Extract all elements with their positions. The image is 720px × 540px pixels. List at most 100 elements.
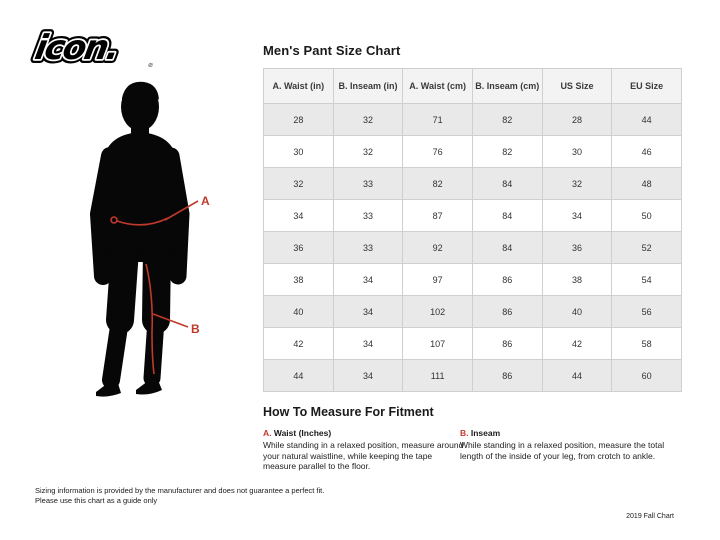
inseam-label-prefix: B. [460,428,469,438]
inseam-measure-label: B. Inseam [460,428,684,438]
size-cell: 84 [471,199,543,232]
size-cell: 38 [541,263,613,296]
size-table-container: A. Waist (in) B. Inseam (in) A. Waist (cm)… [263,68,682,392]
size-cell: 46 [611,135,682,168]
waist-measure-instructions: While standing in a relaxed position, me… [263,440,464,471]
size-cell: 102 [402,295,473,328]
table-row: 44 34 111 86 44 60 [263,359,682,392]
size-table-header: A. Waist (in) B. Inseam (in) A. Waist (cm)… [263,68,682,104]
measure-item-waist: A. Waist (Inches) While standing in a re… [263,428,465,472]
icon-logo: icon. icon. ® [26,22,176,75]
size-cell: 32 [332,103,404,136]
size-cell: 38 [263,263,334,296]
size-cell: 34 [541,199,613,232]
man-silhouette [90,81,190,397]
table-row: 30 32 76 82 30 46 [263,135,682,168]
table-row: 28 32 71 82 28 44 [263,103,682,136]
column-header: A. Waist (cm) [402,68,473,104]
size-cell: 30 [263,135,334,168]
measure-item-inseam: B. Inseam While standing in a relaxed po… [460,428,684,461]
size-cell: 76 [402,135,473,168]
table-row: 40 34 102 86 40 56 [263,295,682,328]
size-cell: 87 [402,199,473,232]
waist-label-a: A [201,194,210,208]
table-row: 42 34 107 86 42 58 [263,327,682,360]
size-cell: 58 [611,327,682,360]
size-cell: 32 [332,135,404,168]
size-cell: 52 [611,231,682,264]
size-cell: 34 [332,359,404,392]
size-cell: 30 [541,135,613,168]
waist-measure-line [110,200,199,226]
size-cell: 34 [332,263,404,296]
size-cell: 86 [471,263,543,296]
size-cell: 44 [611,103,682,136]
table-row: 34 33 87 84 34 50 [263,199,682,232]
size-cell: 71 [402,103,473,136]
size-cell: 40 [541,295,613,328]
size-cell: 33 [332,199,404,232]
size-cell: 36 [263,231,334,264]
column-header: B. Inseam (in) [332,68,404,104]
icon-logo-graphic: icon. icon. ® [28,24,154,72]
registered-trademark: ® [148,62,154,69]
waist-label-prefix: A. [263,428,272,438]
size-cell: 40 [263,295,334,328]
size-table-body: 28 32 71 82 28 44 30 32 76 82 30 46 32 33 82 84 32 48 34 33… [263,103,682,392]
inseam-label-text: Inseam [470,428,501,438]
size-cell: 33 [332,167,404,200]
inseam-measure-instructions: While standing in a relaxed position, me… [460,440,665,461]
logo-wordmark: icon. [32,28,121,68]
size-cell: 82 [471,135,543,168]
measurement-figure: A B [52,72,264,422]
size-cell: 34 [263,199,334,232]
size-table: A. Waist (in) B. Inseam (in) A. Waist (cm)… [263,68,682,392]
table-row: 36 33 92 84 36 52 [263,231,682,264]
sizing-disclaimer: Sizing information is provided by the ma… [35,486,324,505]
size-cell: 86 [471,359,543,392]
size-cell: 28 [263,103,334,136]
size-cell: 84 [471,167,543,200]
size-cell: 82 [402,167,473,200]
size-cell: 34 [332,327,404,360]
size-cell: 86 [471,327,543,360]
size-cell: 28 [541,103,613,136]
size-cell: 97 [402,263,473,296]
size-cell: 92 [402,231,473,264]
inseam-label-b: B [191,322,200,336]
page-title: Men's Pant Size Chart [263,43,401,58]
table-row: 38 34 97 86 38 54 [263,263,682,296]
size-cell: 34 [332,295,404,328]
size-cell: 42 [541,327,613,360]
disclaimer-line-2: Please use this chart as a guide only [35,495,158,505]
size-cell: 82 [471,103,543,136]
size-cell: 36 [541,231,613,264]
size-cell: 44 [541,359,613,392]
size-cell: 107 [402,327,473,360]
measurement-annotations [110,200,199,375]
size-cell: 56 [611,295,682,328]
silhouette-graphic: A B [90,81,210,397]
size-cell: 32 [541,167,613,200]
waist-measure-label: A. Waist (Inches) [263,428,465,438]
column-header: B. Inseam (cm) [471,68,543,104]
column-header: US Size [541,68,613,104]
table-row: 32 33 82 84 32 48 [263,167,682,200]
column-header: A. Waist (in) [263,68,334,104]
column-header: EU Size [611,68,682,104]
size-cell: 42 [263,327,334,360]
size-cell: 32 [263,167,334,200]
size-cell: 84 [471,231,543,264]
waist-label-text: Waist (Inches) [273,428,332,438]
size-cell: 48 [611,167,682,200]
size-cell: 111 [402,359,473,392]
disclaimer-line-1: Sizing information is provided by the ma… [35,486,325,495]
logo-outer-outline: icon. [32,28,121,68]
chart-version: 2019 Fall Chart [626,513,674,520]
size-cell: 33 [332,231,404,264]
how-to-measure-heading: How To Measure For Fitment [263,405,434,419]
size-cell: 60 [611,359,682,392]
size-cell: 44 [263,359,334,392]
size-cell: 86 [471,295,543,328]
